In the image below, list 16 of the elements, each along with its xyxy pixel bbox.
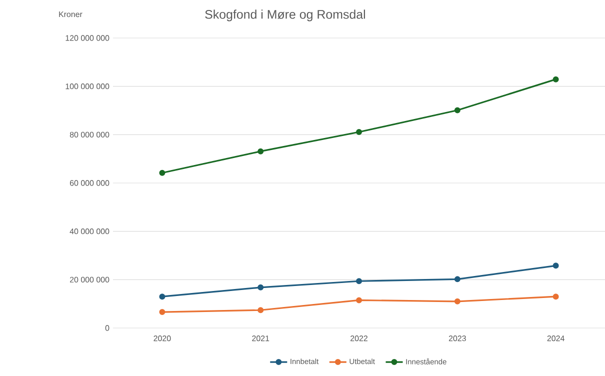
point	[454, 276, 460, 282]
point	[552, 262, 559, 269]
point	[454, 298, 460, 304]
point	[159, 294, 166, 300]
point	[159, 309, 166, 316]
point	[356, 278, 362, 284]
chart-title: Skogfond i Møre og Romsdal	[205, 10, 365, 22]
point	[356, 129, 362, 136]
point	[552, 76, 559, 82]
point	[159, 170, 166, 176]
point	[356, 297, 362, 304]
point	[258, 148, 264, 154]
point	[258, 284, 264, 290]
point	[454, 107, 460, 114]
point	[258, 307, 264, 314]
point	[552, 294, 559, 300]
